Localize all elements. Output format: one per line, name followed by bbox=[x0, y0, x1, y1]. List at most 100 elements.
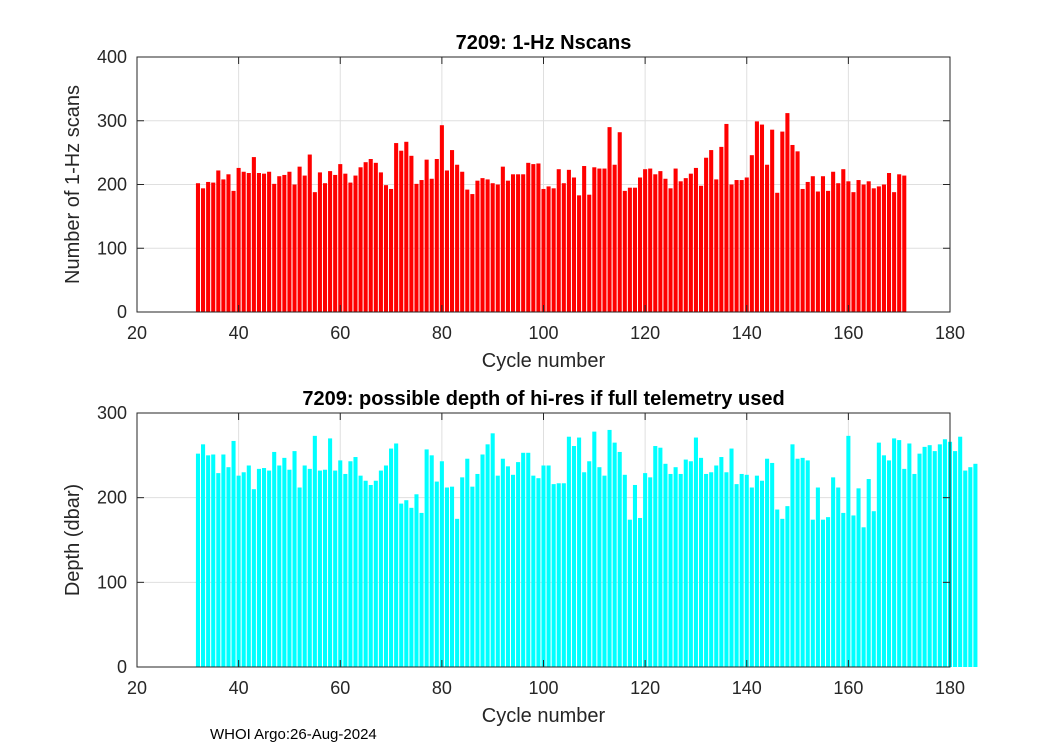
bar bbox=[292, 451, 297, 667]
y-tick-label: 200 bbox=[97, 175, 127, 195]
bar bbox=[561, 483, 566, 667]
bar bbox=[439, 125, 444, 313]
bar bbox=[262, 468, 267, 667]
bar bbox=[322, 469, 328, 667]
bar bbox=[892, 192, 897, 312]
bar bbox=[317, 470, 322, 667]
bar bbox=[719, 146, 724, 312]
bar bbox=[566, 169, 571, 312]
bar bbox=[287, 171, 292, 312]
bar bbox=[953, 451, 958, 667]
bar bbox=[688, 461, 693, 667]
bar bbox=[348, 461, 353, 667]
bar bbox=[820, 519, 826, 667]
bar bbox=[602, 475, 607, 667]
bar bbox=[394, 143, 399, 312]
bar bbox=[653, 446, 658, 667]
bar bbox=[846, 181, 851, 312]
bar bbox=[409, 507, 414, 667]
x-tick-label: 20 bbox=[127, 323, 147, 343]
bar bbox=[444, 170, 449, 312]
bar bbox=[419, 180, 424, 312]
bar bbox=[709, 472, 714, 667]
bar bbox=[434, 159, 439, 312]
bar bbox=[607, 429, 612, 667]
bar bbox=[282, 174, 287, 312]
bar bbox=[831, 477, 836, 667]
bar bbox=[790, 144, 795, 312]
bar bbox=[226, 467, 231, 667]
bar bbox=[739, 473, 744, 667]
bar bbox=[571, 177, 577, 312]
bar bbox=[516, 462, 521, 667]
bar bbox=[632, 187, 637, 312]
bar bbox=[566, 436, 571, 667]
bar bbox=[302, 175, 307, 312]
bar bbox=[759, 480, 765, 667]
bar bbox=[541, 188, 546, 312]
bar bbox=[724, 123, 729, 312]
bar bbox=[373, 162, 378, 312]
bar bbox=[912, 473, 917, 667]
bar bbox=[292, 184, 297, 312]
bar bbox=[206, 181, 211, 312]
bar bbox=[826, 190, 831, 313]
bar bbox=[480, 178, 485, 313]
bar bbox=[195, 453, 201, 667]
bar bbox=[754, 475, 759, 667]
bar bbox=[693, 167, 698, 312]
bar bbox=[231, 190, 236, 313]
bar bbox=[551, 484, 556, 667]
bar bbox=[836, 487, 841, 667]
bar bbox=[307, 154, 312, 312]
bar bbox=[495, 184, 500, 312]
bar bbox=[424, 159, 429, 312]
bar bbox=[226, 174, 231, 312]
x-axis-label: Cycle number bbox=[482, 350, 606, 372]
bar bbox=[612, 442, 617, 667]
bar bbox=[892, 438, 897, 667]
bar bbox=[612, 164, 617, 312]
bar bbox=[485, 444, 490, 667]
bar bbox=[917, 453, 922, 667]
bar bbox=[765, 164, 770, 312]
bar bbox=[404, 141, 409, 312]
y-axis-label: Number of 1-Hz scans bbox=[62, 85, 84, 284]
bar bbox=[216, 473, 221, 667]
bar bbox=[353, 175, 358, 312]
bar bbox=[815, 191, 820, 312]
bar bbox=[765, 458, 770, 667]
bar bbox=[358, 475, 363, 667]
bar bbox=[546, 186, 551, 312]
bar bbox=[378, 172, 383, 312]
bar bbox=[851, 192, 856, 312]
bar bbox=[770, 462, 775, 667]
bar bbox=[780, 518, 785, 667]
bar bbox=[871, 188, 876, 312]
bar bbox=[678, 473, 683, 667]
bar bbox=[973, 463, 978, 667]
bar bbox=[932, 451, 937, 667]
bar bbox=[770, 129, 775, 312]
bar bbox=[241, 472, 246, 667]
bar bbox=[861, 527, 866, 667]
bar bbox=[516, 174, 521, 312]
bar bbox=[455, 164, 460, 312]
bar bbox=[246, 465, 251, 667]
x-tick-label: 100 bbox=[528, 323, 558, 343]
bar bbox=[592, 431, 597, 667]
bar bbox=[729, 184, 734, 312]
x-tick-label: 60 bbox=[330, 678, 350, 698]
bar bbox=[617, 451, 622, 667]
bar bbox=[668, 473, 673, 667]
chart-title: 7209: possible depth of hi-res if full t… bbox=[302, 388, 784, 410]
bar bbox=[521, 452, 526, 667]
bar bbox=[963, 470, 968, 667]
bar bbox=[800, 188, 805, 312]
bar bbox=[521, 174, 526, 312]
bar bbox=[216, 170, 221, 312]
bar bbox=[658, 447, 663, 667]
x-tick-label: 40 bbox=[229, 323, 249, 343]
bar bbox=[475, 473, 480, 667]
bar bbox=[460, 171, 465, 312]
